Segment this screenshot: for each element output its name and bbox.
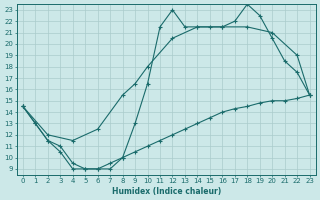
X-axis label: Humidex (Indice chaleur): Humidex (Indice chaleur) xyxy=(112,187,221,196)
